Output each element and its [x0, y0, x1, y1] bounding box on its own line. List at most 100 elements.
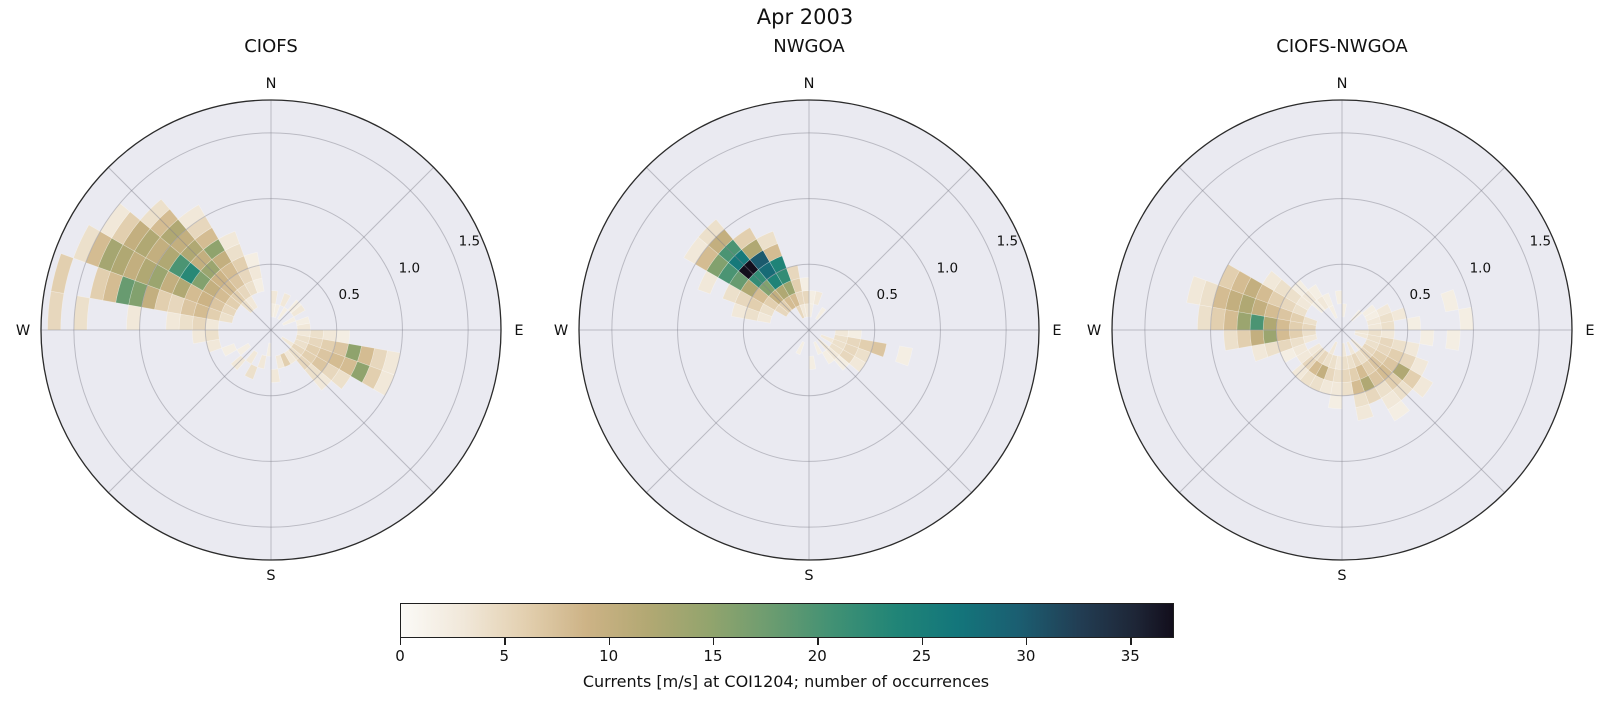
- rose-cell: [1302, 316, 1318, 326]
- polar-grid: [579, 100, 1039, 560]
- radial-tick-label: 0.5: [1410, 287, 1431, 303]
- radial-tick-label: 0.5: [877, 287, 898, 303]
- grid-ring: [677, 198, 941, 462]
- rose-cell: [1380, 320, 1395, 331]
- rose-cell: [1236, 329, 1252, 349]
- rose-cell: [1307, 342, 1323, 356]
- rose-cell: [204, 329, 220, 342]
- rose-cell: [1230, 270, 1252, 295]
- subplot-title-ciofs-nwgoa: CIOFS-NWGOA: [1276, 36, 1408, 57]
- rose-cell: [1236, 311, 1252, 331]
- rose-cell: [1249, 313, 1265, 331]
- subplot-title-nwgoa: NWGOA: [773, 36, 845, 57]
- rose-cell: [1328, 340, 1338, 356]
- grid-ring: [742, 263, 876, 397]
- rose-cell: [218, 230, 240, 251]
- rose-cell: [361, 365, 383, 390]
- rose-cell: [1210, 306, 1226, 331]
- grid-ring: [611, 132, 1007, 528]
- colorbar-tick: [921, 637, 923, 645]
- radial-tick-label: 1.5: [997, 234, 1018, 250]
- rose-cell: [1218, 263, 1240, 290]
- grid-spoke: [808, 329, 972, 493]
- rose-cell: [819, 334, 835, 344]
- colorbar-tick-label: 15: [703, 647, 723, 665]
- rose-cell: [304, 363, 322, 381]
- rose-cell: [139, 198, 171, 230]
- polar-grid: [1112, 100, 1572, 560]
- rose-cell: [1334, 290, 1343, 305]
- colorbar-label: Currents [m/s] at COI1204; number of occ…: [582, 672, 990, 691]
- grid-spoke: [270, 167, 434, 331]
- colorbar-tick-label: 20: [807, 647, 827, 665]
- grid-ring: [1275, 263, 1409, 397]
- rose-cell: [808, 355, 817, 370]
- rose-cell: [245, 295, 259, 311]
- grid-ring: [1144, 132, 1540, 528]
- rose-cell: [221, 343, 238, 357]
- rose-cell: [280, 336, 295, 348]
- rose-cell: [373, 370, 395, 397]
- colorbar-tick: [608, 637, 611, 645]
- rose-cell: [808, 303, 814, 318]
- rose-cell: [817, 338, 830, 351]
- colorbar-tick: [1130, 637, 1132, 645]
- rose-cell: [1350, 338, 1363, 351]
- colorbar-tick: [817, 637, 819, 645]
- rose-cell: [1341, 342, 1347, 357]
- rose-cell: [266, 342, 272, 357]
- rose-cell: [756, 230, 778, 251]
- subplot-title-ciofs: CIOFS: [244, 36, 298, 57]
- rose-cell: [1223, 329, 1239, 351]
- compass-label-n: N: [266, 76, 277, 92]
- rose-cell: [1321, 292, 1334, 308]
- rose-cell: [178, 313, 194, 331]
- colorbar-tick: [1025, 637, 1028, 645]
- rose-cell: [248, 264, 263, 281]
- rose-cell: [165, 311, 181, 331]
- grid-ring: [73, 132, 469, 528]
- rose-cell: [270, 368, 281, 383]
- rose-cell: [1355, 403, 1374, 421]
- rose-cell: [1292, 343, 1309, 357]
- rose-cell: [186, 215, 213, 240]
- rose-cell: [1275, 329, 1291, 342]
- rose-nwgoa: 0.5 1.0 1.5 N E S W: [554, 76, 1062, 584]
- colorbar: [400, 603, 1174, 638]
- rose-cell: [236, 342, 252, 356]
- figure-suptitle: Apr 2003: [756, 5, 854, 29]
- colorbar-tick-label: 25: [912, 647, 932, 665]
- compass-label-n: N: [1337, 76, 1348, 92]
- grid-spoke: [1179, 167, 1343, 331]
- radial-tick-label: 1.0: [1470, 260, 1491, 276]
- rose-cell: [277, 306, 289, 321]
- rose-cell: [1346, 340, 1356, 356]
- rose-cell: [1458, 306, 1474, 331]
- compass-label-s: S: [266, 568, 275, 584]
- rose-cell: [1406, 315, 1422, 331]
- compass-label-s: S: [1337, 568, 1346, 584]
- grid-spoke: [646, 167, 810, 331]
- rose-ciofs: 0.5 1.0 1.5 N E S W: [16, 76, 524, 584]
- grid-spoke: [808, 167, 972, 331]
- rose-cell: [296, 322, 311, 331]
- radial-tick-label: 1.5: [459, 234, 480, 250]
- colorbar-tick-label: 10: [599, 647, 619, 665]
- rose-cell: [1249, 329, 1265, 347]
- grid-spoke: [108, 329, 272, 493]
- rose-cell: [1445, 329, 1461, 351]
- rose-cell: [1387, 400, 1411, 422]
- colorbar-tick-label: 35: [1120, 647, 1140, 665]
- polar-axes-edge: [1111, 99, 1573, 561]
- grid-spoke: [108, 167, 272, 331]
- rose-cell: [312, 371, 332, 391]
- rose-cell: [177, 204, 206, 230]
- radial-tick-label: 1.0: [399, 260, 420, 276]
- compass-label-w: W: [1087, 323, 1101, 339]
- rose-cell: [813, 340, 823, 356]
- rose-cell: [1328, 304, 1338, 320]
- polar-grid: [41, 100, 501, 560]
- rose-ciofs-nwgoa: 0.5 1.0 1.5 N E S W: [1087, 76, 1595, 584]
- compass-label-n: N: [804, 76, 815, 92]
- radial-tick-label: 1.0: [937, 260, 958, 276]
